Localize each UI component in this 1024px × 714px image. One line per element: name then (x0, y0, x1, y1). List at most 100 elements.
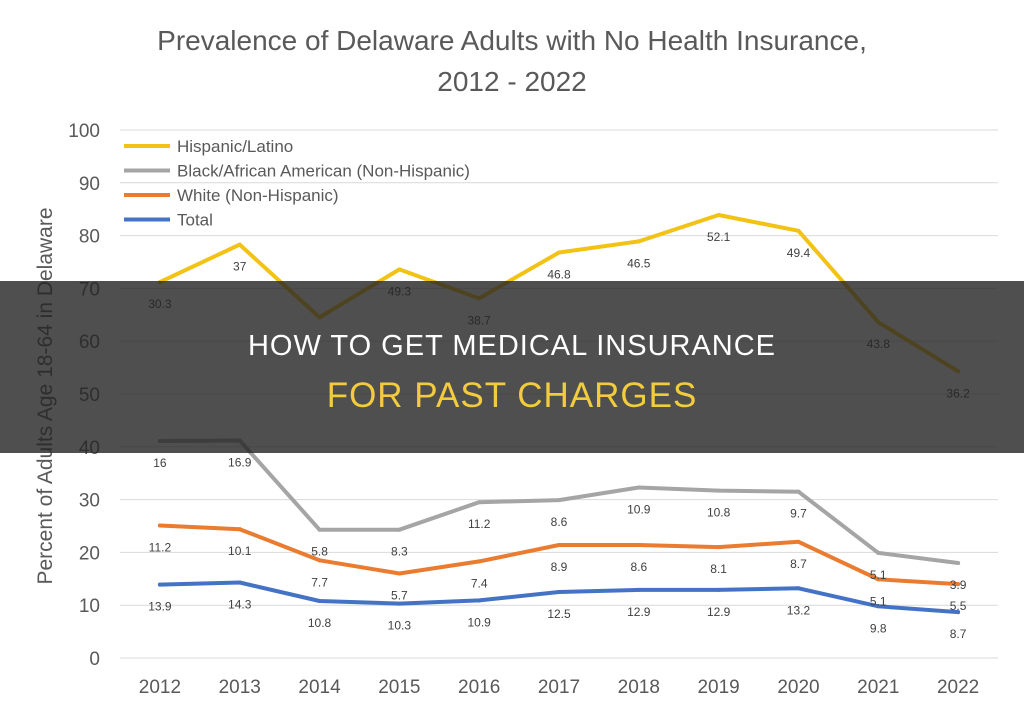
data-label: 3.9 (950, 578, 967, 592)
data-label: 14.3 (228, 597, 252, 611)
data-point (956, 582, 961, 587)
data-point (397, 267, 402, 272)
data-point (796, 228, 801, 233)
data-point (557, 498, 561, 503)
data-point (317, 527, 322, 532)
data-point (636, 587, 641, 592)
data-label: 9.8 (870, 621, 887, 635)
data-label: 5.1 (870, 594, 887, 608)
legend-label: Total (177, 211, 213, 230)
x-tick-label: 2020 (777, 677, 819, 698)
data-label: 8.6 (630, 560, 647, 574)
data-point (237, 242, 242, 247)
data-label: 16.9 (228, 455, 252, 469)
data-label: 10.9 (627, 502, 651, 516)
data-point (397, 601, 402, 606)
x-tick-label: 2019 (697, 677, 739, 698)
data-label: 13.2 (787, 603, 811, 617)
series-line-2 (157, 523, 961, 587)
y-tick-label: 80 (79, 227, 100, 248)
data-label: 52.1 (707, 230, 731, 244)
data-label: 37 (233, 260, 247, 274)
x-tick-label: 2022 (937, 677, 979, 698)
data-label: 16 (153, 456, 167, 470)
data-point (716, 488, 721, 493)
chart-title-line-1: Prevalence of Delaware Adults with No He… (157, 25, 867, 56)
data-label: 7.7 (311, 575, 328, 589)
y-tick-label: 90 (79, 174, 100, 195)
data-point (477, 559, 482, 564)
data-label: 10.3 (388, 619, 412, 633)
data-point (796, 586, 801, 591)
headline-line-2: FOR PAST CHARGES (326, 376, 698, 415)
data-point (956, 610, 961, 615)
x-tick-label: 2015 (378, 677, 420, 698)
legend-label: White (Non-Hispanic) (177, 186, 339, 205)
data-label: 8.1 (710, 562, 727, 576)
data-point (237, 580, 242, 585)
x-tick-label: 2016 (458, 677, 500, 698)
data-label: 5.1 (870, 568, 887, 582)
x-tick-label: 2013 (219, 677, 261, 698)
y-tick-label: 10 (79, 596, 100, 617)
data-point (636, 239, 641, 244)
data-point (237, 527, 242, 532)
data-point (716, 545, 721, 550)
data-point (876, 604, 881, 609)
y-tick-label: 30 (79, 491, 100, 512)
y-tick-label: 20 (79, 543, 100, 564)
data-label: 49.4 (787, 246, 811, 260)
data-point (157, 523, 162, 528)
data-point (397, 527, 402, 532)
data-point (796, 539, 801, 544)
data-label: 8.9 (551, 560, 568, 574)
data-label: 11.2 (149, 540, 172, 554)
data-point (317, 558, 322, 563)
data-point (716, 587, 721, 592)
legend-label: Black/African American (Non-Hispanic) (177, 162, 470, 181)
data-point (636, 485, 641, 490)
data-label: 12.5 (547, 607, 571, 621)
data-label: 5.7 (391, 589, 408, 603)
data-label: 10.8 (707, 506, 731, 520)
x-tick-label: 2017 (538, 677, 580, 698)
data-point (557, 543, 561, 548)
data-label: 10.1 (228, 544, 252, 558)
x-tick-label: 2018 (618, 677, 660, 698)
data-label: 10.9 (468, 615, 492, 629)
data-label: 12.9 (707, 605, 731, 619)
data-label: 13.9 (148, 600, 172, 614)
data-label: 5.5 (950, 599, 967, 613)
data-point (557, 590, 561, 594)
headline-line-1: HOW TO GET MEDICAL INSURANCE (247, 330, 777, 362)
chart-title-line-2: 2012 - 2022 (437, 66, 587, 97)
data-point (317, 598, 322, 603)
data-label: 8.7 (950, 627, 967, 641)
headline-banner (0, 281, 1024, 453)
data-label: 5.8 (311, 545, 328, 559)
x-tick-label: 2014 (298, 677, 341, 698)
x-tick-label: 2012 (139, 677, 181, 698)
data-label: 46.8 (547, 267, 571, 281)
data-label: 46.5 (627, 256, 651, 270)
data-label: 8.6 (551, 515, 568, 529)
data-label: 8.7 (790, 557, 807, 571)
y-tick-label: 100 (68, 121, 100, 142)
data-point (397, 571, 402, 576)
data-point (796, 489, 801, 494)
data-point (477, 500, 482, 505)
legend-label: Hispanic/Latino (177, 137, 293, 156)
data-label: 10.8 (308, 616, 332, 630)
y-tick-label: 0 (89, 649, 100, 670)
data-point (876, 577, 881, 582)
data-label: 12.9 (627, 605, 651, 619)
data-label: 7.4 (471, 576, 488, 590)
data-label: 11.2 (468, 517, 491, 531)
data-label: 8.3 (391, 545, 408, 559)
data-point (636, 543, 641, 548)
data-point (876, 550, 881, 555)
data-label: 9.7 (790, 507, 807, 521)
x-tick-label: 2021 (857, 677, 899, 698)
data-point (157, 582, 162, 587)
data-point (956, 560, 961, 565)
